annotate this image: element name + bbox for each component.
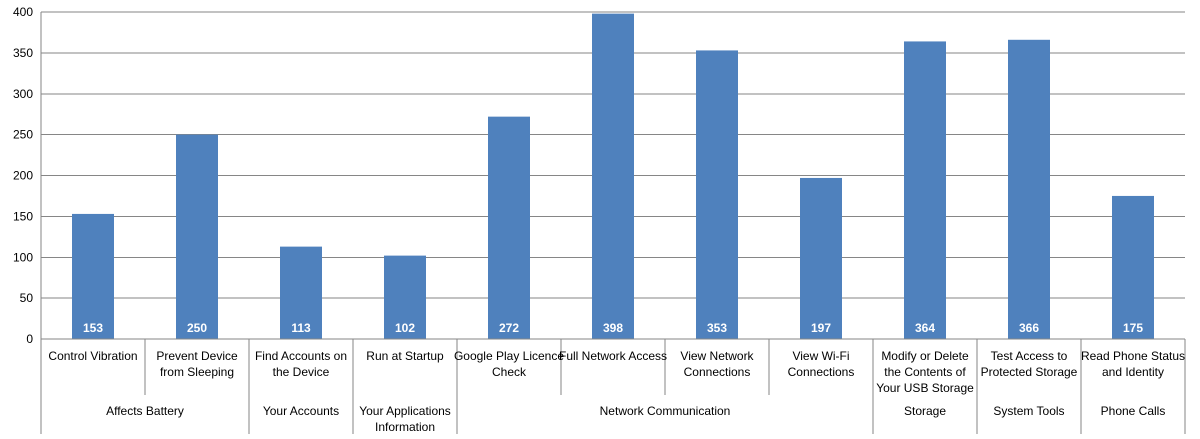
bar bbox=[1008, 39, 1050, 340]
bar bbox=[592, 13, 634, 339]
group-label: Your Applications Information bbox=[359, 404, 451, 434]
data-label: 197 bbox=[811, 321, 831, 335]
y-axis-tick-labels: 0 50 100 150 200 250 300 350 400 bbox=[13, 5, 33, 346]
category-label: Google Play Licence Check bbox=[454, 349, 564, 379]
data-label: 113 bbox=[291, 321, 311, 335]
group-label: Network Communication bbox=[600, 404, 731, 418]
group-label-line: System Tools bbox=[993, 404, 1064, 418]
bar bbox=[384, 255, 426, 339]
category-label: Control Vibration bbox=[48, 349, 137, 363]
category-label-line: Protected Storage bbox=[981, 365, 1078, 379]
data-label: 272 bbox=[499, 321, 519, 335]
group-label: Phone Calls bbox=[1101, 404, 1166, 418]
y-tick-label: 0 bbox=[26, 332, 33, 346]
category-label: Full Network Access bbox=[559, 349, 667, 363]
bar bbox=[488, 116, 530, 339]
category-label-line: and Identity bbox=[1102, 365, 1164, 379]
group-label-line: Information bbox=[375, 420, 435, 434]
bar bbox=[904, 41, 946, 340]
category-label-line: Test Access to bbox=[991, 349, 1068, 363]
category-label-line: the Device bbox=[273, 365, 330, 379]
data-labels: 153 250 113 102 272 398 353 197 364 366 175 bbox=[83, 321, 1143, 335]
y-tick-label: 350 bbox=[13, 46, 33, 60]
category-label: View Network Connections bbox=[680, 349, 754, 379]
category-label-line: from Sleeping bbox=[160, 365, 234, 379]
data-label: 398 bbox=[603, 321, 623, 335]
data-label: 364 bbox=[915, 321, 935, 335]
category-label-line: Run at Startup bbox=[366, 349, 444, 363]
bar bbox=[176, 134, 218, 339]
category-label: Find Accounts on the Device bbox=[255, 349, 347, 379]
category-label: View Wi-Fi Connections bbox=[788, 349, 855, 379]
category-label: Modify or Delete the Contents of Your USB … bbox=[876, 349, 974, 395]
bar bbox=[1112, 195, 1154, 339]
group-label: Affects Battery bbox=[106, 404, 184, 418]
category-label-line: Find Accounts on bbox=[255, 349, 347, 363]
group-label-line: Phone Calls bbox=[1101, 404, 1166, 418]
data-label: 353 bbox=[707, 321, 727, 335]
category-axis bbox=[40, 12, 1186, 434]
group-labels: Affects Battery Your Accounts Your Applica… bbox=[106, 404, 1165, 434]
data-label: 175 bbox=[1123, 321, 1143, 335]
y-tick-label: 100 bbox=[13, 250, 33, 264]
category-label-line: Your USB Storage bbox=[876, 381, 974, 395]
bar bbox=[696, 50, 738, 340]
bar bbox=[280, 246, 322, 339]
category-label-line: Control Vibration bbox=[48, 349, 137, 363]
data-label: 102 bbox=[395, 321, 415, 335]
group-label: Your Accounts bbox=[263, 404, 339, 418]
category-label: Read Phone Status and Identity bbox=[1081, 349, 1185, 379]
y-tick-label: 300 bbox=[13, 87, 33, 101]
category-label-line: Connections bbox=[684, 365, 751, 379]
group-label-line: Your Accounts bbox=[263, 404, 339, 418]
category-label: Test Access to Protected Storage bbox=[981, 349, 1078, 379]
group-label-line: Network Communication bbox=[600, 404, 731, 418]
bar bbox=[800, 177, 842, 339]
group-label: System Tools bbox=[993, 404, 1064, 418]
category-label-line: Prevent Device bbox=[156, 349, 238, 363]
data-label: 153 bbox=[83, 321, 103, 335]
category-label-line: Check bbox=[492, 365, 527, 379]
category-label: Run at Startup bbox=[366, 349, 444, 363]
bars bbox=[72, 13, 1154, 340]
category-label-line: View Network bbox=[680, 349, 754, 363]
data-label: 366 bbox=[1019, 321, 1039, 335]
category-label-line: Read Phone Status bbox=[1081, 349, 1185, 363]
y-tick-label: 50 bbox=[20, 291, 34, 305]
group-label-line: Your Applications bbox=[359, 404, 451, 418]
category-label-line: Google Play Licence bbox=[454, 349, 564, 363]
category-label-line: Modify or Delete bbox=[881, 349, 969, 363]
category-label-line: Connections bbox=[788, 365, 855, 379]
category-labels: Control Vibration Prevent Device from Slee… bbox=[48, 349, 1185, 395]
group-label-line: Affects Battery bbox=[106, 404, 184, 418]
category-label-line: View Wi-Fi bbox=[792, 349, 849, 363]
group-label-line: Storage bbox=[904, 404, 946, 418]
category-label-line: Full Network Access bbox=[559, 349, 667, 363]
group-label: Storage bbox=[904, 404, 946, 418]
bar bbox=[72, 213, 114, 339]
category-label-line: the Contents of bbox=[884, 365, 966, 379]
y-tick-label: 250 bbox=[13, 128, 33, 142]
y-tick-label: 150 bbox=[13, 209, 33, 223]
y-tick-label: 400 bbox=[13, 5, 33, 19]
y-tick-label: 200 bbox=[13, 169, 33, 183]
category-label: Prevent Device from Sleeping bbox=[156, 349, 238, 379]
data-label: 250 bbox=[187, 321, 207, 335]
